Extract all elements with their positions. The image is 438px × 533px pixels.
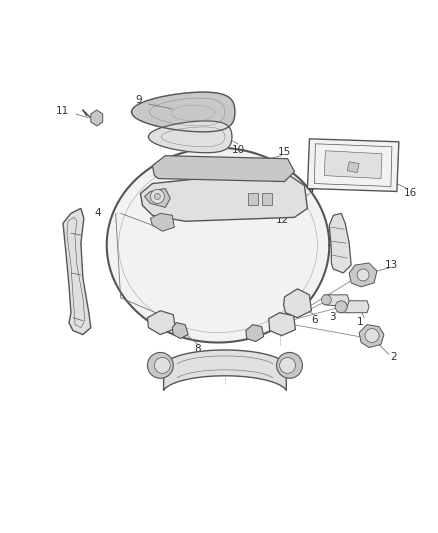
Polygon shape (307, 139, 399, 191)
Polygon shape (268, 313, 296, 336)
Polygon shape (172, 322, 188, 338)
Polygon shape (262, 193, 272, 205)
Circle shape (357, 269, 369, 281)
Circle shape (279, 358, 296, 373)
Polygon shape (349, 263, 377, 287)
Circle shape (150, 190, 164, 204)
Circle shape (321, 295, 331, 305)
Circle shape (148, 352, 173, 378)
Circle shape (155, 193, 160, 199)
Polygon shape (359, 325, 384, 348)
Text: 3: 3 (329, 312, 336, 322)
Polygon shape (347, 161, 359, 173)
Text: 1: 1 (357, 317, 364, 327)
Polygon shape (322, 295, 349, 307)
Polygon shape (148, 121, 232, 153)
Polygon shape (63, 208, 91, 335)
Polygon shape (164, 350, 286, 391)
Polygon shape (329, 213, 351, 273)
Text: 4: 4 (307, 184, 314, 195)
Circle shape (335, 301, 347, 313)
Polygon shape (248, 193, 258, 205)
Text: 4: 4 (94, 208, 101, 219)
Polygon shape (150, 213, 174, 231)
Polygon shape (324, 151, 382, 179)
Text: 9: 9 (135, 95, 142, 105)
Circle shape (155, 358, 170, 373)
Text: 10: 10 (232, 145, 245, 155)
Polygon shape (337, 301, 369, 313)
Text: 12: 12 (276, 215, 289, 225)
Polygon shape (91, 110, 103, 126)
Polygon shape (145, 189, 170, 207)
Circle shape (365, 329, 379, 343)
Polygon shape (141, 175, 307, 221)
Polygon shape (131, 92, 235, 132)
Text: 6: 6 (311, 314, 318, 325)
Text: 11: 11 (56, 106, 69, 116)
Text: 16: 16 (404, 189, 417, 198)
Polygon shape (152, 156, 294, 182)
Polygon shape (148, 311, 175, 335)
Circle shape (277, 352, 303, 378)
Text: 13: 13 (385, 260, 398, 270)
Polygon shape (107, 148, 329, 343)
Polygon shape (246, 325, 264, 342)
Text: 15: 15 (278, 147, 291, 157)
Text: 8: 8 (194, 344, 201, 354)
Polygon shape (283, 289, 311, 318)
Text: 2: 2 (390, 352, 396, 362)
